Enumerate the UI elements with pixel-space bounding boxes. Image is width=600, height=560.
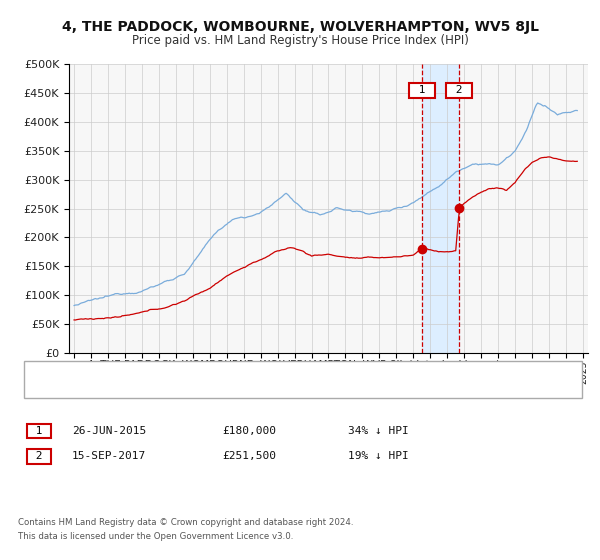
Text: This data is licensed under the Open Government Licence v3.0.: This data is licensed under the Open Gov… <box>18 532 293 541</box>
Text: £180,000: £180,000 <box>222 426 276 436</box>
Text: Contains HM Land Registry data © Crown copyright and database right 2024.: Contains HM Land Registry data © Crown c… <box>18 519 353 528</box>
Text: 1: 1 <box>29 426 49 436</box>
Text: 4, THE PADDOCK, WOMBOURNE, WOLVERHAMPTON, WV5 8JL: 4, THE PADDOCK, WOMBOURNE, WOLVERHAMPTON… <box>62 20 539 34</box>
Text: Price paid vs. HM Land Registry's House Price Index (HPI): Price paid vs. HM Land Registry's House … <box>131 34 469 46</box>
Text: £251,500: £251,500 <box>222 451 276 461</box>
Text: 19% ↓ HPI: 19% ↓ HPI <box>348 451 409 461</box>
Text: 1: 1 <box>412 85 432 95</box>
Text: 2: 2 <box>29 451 49 461</box>
Text: 2: 2 <box>449 85 469 95</box>
Text: 34% ↓ HPI: 34% ↓ HPI <box>348 426 409 436</box>
Text: 15-SEP-2017: 15-SEP-2017 <box>72 451 146 461</box>
Text: HPI: Average price, detached house, South Staffordshire: HPI: Average price, detached house, Sout… <box>87 386 381 395</box>
Text: 4, THE PADDOCK, WOMBOURNE, WOLVERHAMPTON, WV5 8JL (detached house): 4, THE PADDOCK, WOMBOURNE, WOLVERHAMPTON… <box>87 361 500 370</box>
Bar <box>422 64 459 353</box>
Text: 26-JUN-2015: 26-JUN-2015 <box>72 426 146 436</box>
